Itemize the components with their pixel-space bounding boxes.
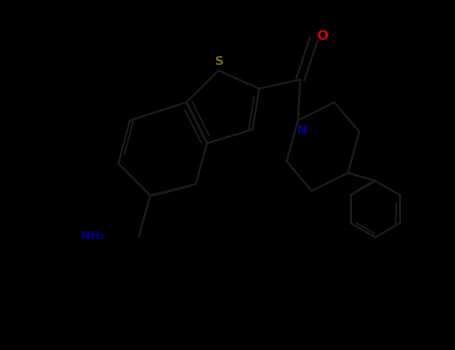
Text: N: N xyxy=(296,124,307,137)
Text: S: S xyxy=(214,55,223,68)
Text: NH₂: NH₂ xyxy=(81,231,105,242)
Text: O: O xyxy=(316,29,328,43)
